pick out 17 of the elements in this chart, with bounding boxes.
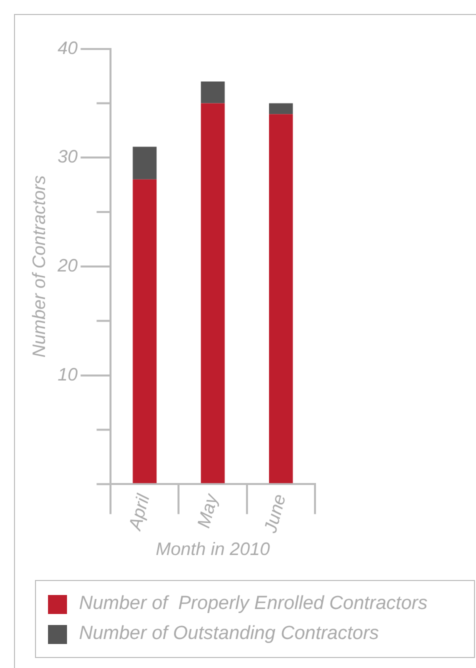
bar [132, 179, 157, 484]
x-axis-title: Month in 2010 [156, 539, 270, 560]
x-tick-label: April [124, 491, 154, 533]
bar [132, 146, 157, 180]
legend-label: Number of Properly Enrolled Contractors [79, 592, 428, 616]
bar [200, 103, 225, 484]
y-tick-label: 20 [56, 255, 78, 276]
legend-label: Number of Outstanding Contractors [79, 622, 379, 646]
bar [269, 103, 293, 114]
bar [200, 81, 225, 104]
bar [269, 114, 293, 484]
x-tick-label: June [260, 492, 290, 536]
y-tick-label: 40 [58, 38, 78, 58]
x-tick-label: May [193, 491, 222, 530]
y-tick-label: 10 [58, 364, 78, 384]
y-axis-title: Number of Contractors [28, 175, 49, 358]
y-tick-label: 30 [58, 146, 78, 167]
